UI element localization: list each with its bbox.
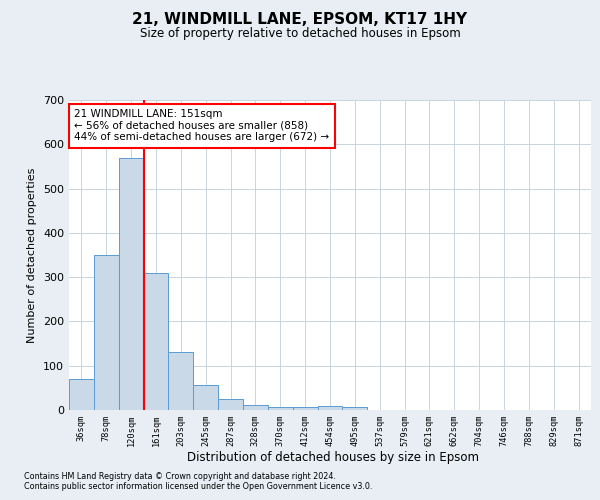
Bar [143, 272, 169, 410]
Bar [169, 352, 193, 410]
Y-axis label: Number of detached properties: Number of detached properties [28, 168, 37, 342]
Bar [193, 385, 218, 410]
Text: 21, WINDMILL LANE, EPSOM, KT17 1HY: 21, WINDMILL LANE, EPSOM, KT17 1HY [133, 12, 467, 28]
Bar [218, 399, 243, 410]
Bar [293, 407, 317, 410]
Text: Contains public sector information licensed under the Open Government Licence v3: Contains public sector information licen… [24, 482, 373, 491]
Text: 21 WINDMILL LANE: 151sqm
← 56% of detached houses are smaller (858)
44% of semi-: 21 WINDMILL LANE: 151sqm ← 56% of detach… [74, 110, 329, 142]
Bar [268, 407, 293, 410]
Bar [343, 407, 367, 410]
Text: Size of property relative to detached houses in Epsom: Size of property relative to detached ho… [140, 28, 460, 40]
Bar [69, 379, 94, 410]
Bar [119, 158, 143, 410]
Text: Distribution of detached houses by size in Epsom: Distribution of detached houses by size … [187, 451, 479, 464]
Bar [317, 406, 343, 410]
Bar [243, 404, 268, 410]
Bar [94, 255, 119, 410]
Text: Contains HM Land Registry data © Crown copyright and database right 2024.: Contains HM Land Registry data © Crown c… [24, 472, 336, 481]
